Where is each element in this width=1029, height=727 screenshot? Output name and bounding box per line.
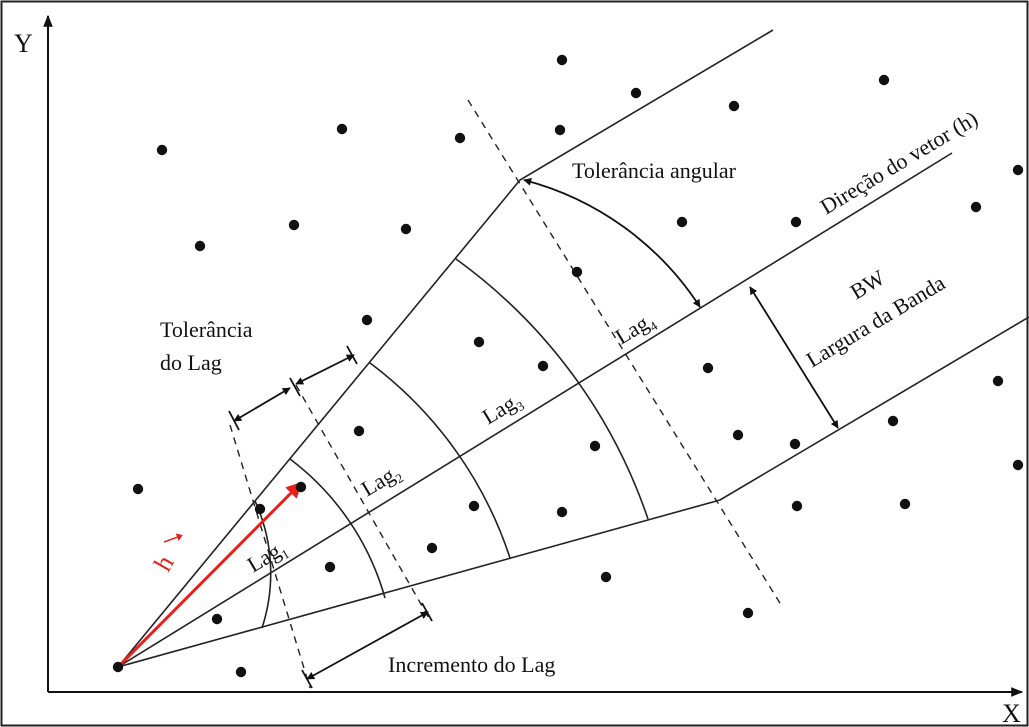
- sample-point: [878, 74, 890, 86]
- sample-point: [400, 223, 412, 235]
- sample-point: [537, 360, 549, 372]
- sample-point: [600, 571, 612, 583]
- h-vector-label: h: [148, 550, 180, 576]
- direction-vector-label: Direção do vetor (h): [816, 106, 982, 220]
- sample-point: [899, 498, 911, 510]
- sample-point: [361, 314, 373, 326]
- x-axis-label: X: [1002, 699, 1021, 727]
- svg-text:Lag3: Lag3: [478, 387, 527, 432]
- sample-point: [468, 500, 480, 512]
- sample-point: [887, 415, 899, 427]
- sample-point: [1012, 164, 1024, 176]
- sample-point: [556, 506, 568, 518]
- sample-point: [132, 483, 144, 495]
- svg-text:Lag1: Lag1: [243, 535, 292, 580]
- sample-point: [554, 124, 566, 136]
- sample-point: [336, 123, 348, 135]
- lag-tolerance-arrow-1: [233, 387, 291, 422]
- sample-point: [992, 375, 1004, 387]
- lag-tolerance-label-line1: Tolerância: [160, 317, 253, 342]
- dimension-arrows: [228, 177, 839, 689]
- svg-text:Lag2: Lag2: [357, 459, 406, 504]
- sample-point: [676, 216, 688, 228]
- tick: [289, 377, 301, 397]
- sample-point: [156, 144, 168, 156]
- sample-point: [970, 201, 982, 213]
- sample-point: [1012, 459, 1024, 471]
- lag-boundaries: [229, 99, 784, 689]
- lag-increment-label: Incremento do Lag: [388, 652, 555, 677]
- lag-boundary-line: [467, 99, 784, 609]
- search-region: [117, 29, 1029, 668]
- tick: [301, 669, 313, 689]
- angular-tolerance-label: Tolerância angular: [572, 158, 737, 183]
- lag-label-2: Lag2: [357, 459, 406, 504]
- sample-point: [790, 216, 802, 228]
- sample-point: [742, 607, 754, 619]
- sample-point: [112, 661, 124, 673]
- h-vector-arrow: [116, 481, 303, 669]
- sample-point: [630, 87, 642, 99]
- lag-label-3: Lag3: [478, 387, 527, 432]
- upper-tolerance-boundary: [117, 29, 774, 668]
- sample-point: [571, 266, 583, 278]
- svg-text:Lag4: Lag4: [611, 307, 661, 352]
- angular-tolerance-arrow: [523, 177, 701, 308]
- bandwidth-arrow: [749, 286, 839, 429]
- lag-tolerance-arrow-2: [295, 354, 355, 385]
- sample-point: [589, 440, 601, 452]
- sample-point: [353, 425, 365, 437]
- lag-tolerance-label-line2: do Lag: [160, 350, 222, 375]
- bw-label: BW: [846, 264, 889, 304]
- sample-point: [473, 336, 485, 348]
- sample-point: [194, 240, 206, 252]
- tick: [421, 602, 433, 622]
- sample-point: [426, 542, 438, 554]
- h-vector-overarrow: [163, 533, 183, 543]
- sample-point: [254, 503, 266, 515]
- y-axis-label: Y: [14, 29, 33, 58]
- sample-point: [556, 54, 568, 66]
- lag-boundary-line: [295, 384, 431, 621]
- lag-arc-4: [455, 258, 649, 520]
- tick: [228, 410, 240, 431]
- lag-label-1: Lag1: [243, 535, 292, 580]
- lag-label-4: Lag4: [611, 307, 661, 352]
- lag-boundary-line: [229, 424, 311, 689]
- lower-tolerance-boundary: [117, 316, 1029, 668]
- sample-point: [295, 481, 307, 493]
- sample-point: [789, 438, 801, 450]
- sample-point: [702, 362, 714, 374]
- direction-line: [117, 152, 953, 668]
- sample-point: [324, 561, 336, 573]
- sample-point: [732, 429, 744, 441]
- lag-arc-2: [289, 458, 386, 599]
- sample-point: [454, 132, 466, 144]
- sample-point: [791, 500, 803, 512]
- sample-points: [112, 54, 1024, 678]
- lag-increment-arrow: [306, 611, 429, 680]
- lag-arc-1: [254, 500, 272, 629]
- sample-point: [288, 219, 300, 231]
- sample-point: [211, 613, 223, 625]
- sample-point: [235, 666, 247, 678]
- lag-arc-3: [369, 362, 511, 559]
- tick: [346, 345, 358, 365]
- h-vector-text: h: [148, 550, 180, 576]
- sample-point: [728, 100, 740, 112]
